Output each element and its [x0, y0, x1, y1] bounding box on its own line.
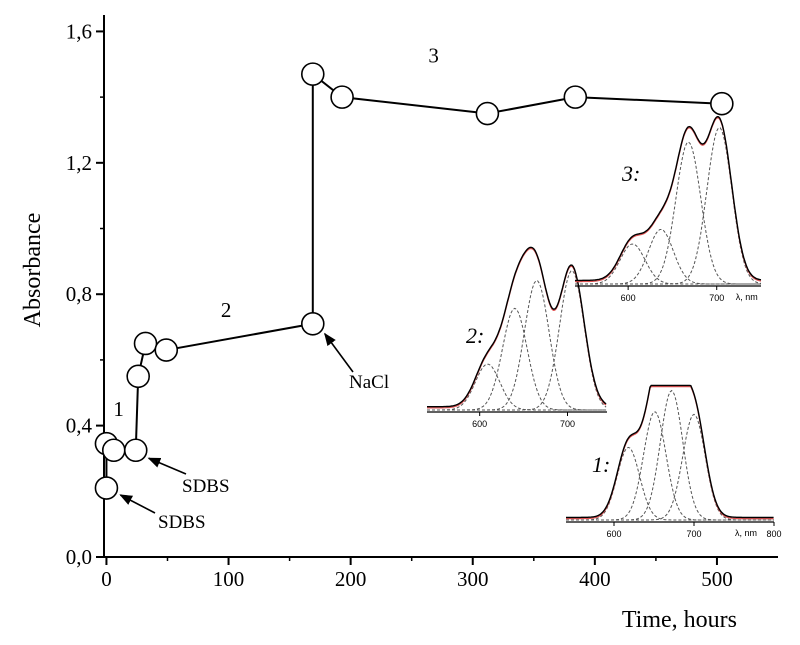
component-peak — [575, 127, 762, 285]
spectrum-curve — [575, 115, 762, 282]
series-line-segment — [312, 73, 722, 115]
fit-curve — [427, 247, 607, 409]
y-tick-label: 1,6 — [66, 19, 92, 43]
y-tick-label: 1,2 — [66, 151, 92, 175]
component-peak — [427, 307, 607, 411]
axes: 0 100 200 300 400 500 0,0 0,4 0,8 1,2 1,6 — [66, 15, 778, 591]
component-peak — [575, 229, 761, 285]
component-peak — [575, 141, 761, 285]
series-line-segment — [134, 343, 147, 451]
component-peak — [575, 243, 761, 285]
component-peak — [427, 280, 607, 411]
inset-unit-label: λ, nm — [736, 292, 758, 302]
component-peak — [566, 413, 774, 521]
data-point — [475, 101, 500, 126]
x-tick-label: 500 — [701, 567, 733, 591]
annotation-label: NaCl — [349, 372, 389, 393]
annotation-arrow — [324, 332, 354, 373]
spectrum-insets: 600 700 800 λ, nm 1: 600 700 2: 600 700 λ, nm 3: — [427, 115, 782, 539]
segment-label: 2 — [221, 298, 232, 322]
inset-tick-label: 700 — [686, 529, 701, 539]
y-tick-label: 0,4 — [66, 414, 93, 438]
data-point — [300, 311, 325, 336]
data-point — [154, 338, 179, 362]
data-point — [300, 62, 325, 86]
inset-tick-label: 600 — [606, 529, 621, 539]
annotation-arrow — [119, 494, 156, 514]
data-point — [126, 364, 150, 389]
y-tick-label: 0,0 — [66, 545, 92, 569]
data-point — [101, 438, 126, 463]
annotation-label: SDBS — [182, 476, 230, 497]
inset-label: 1: — [592, 452, 610, 477]
fit-curve — [566, 386, 774, 520]
data-point — [330, 85, 354, 109]
segment-label: 3 — [428, 44, 439, 68]
inset-tick-label: 600 — [621, 293, 636, 303]
spectrum-inset: 600 700 800 λ, nm 1: — [566, 384, 782, 539]
data-point — [94, 476, 119, 500]
spectrum-curve — [427, 246, 607, 408]
segment-label: 1 — [113, 397, 124, 421]
inset-tick-label: 600 — [472, 419, 487, 429]
x-tick-label: 0 — [101, 567, 112, 591]
x-tick-label: 400 — [579, 567, 611, 591]
x-axis-title: Time, hours — [622, 607, 737, 633]
annotation-label: SDBS — [158, 512, 206, 533]
inset-unit-label: λ, nm — [735, 528, 757, 538]
data-markers — [94, 62, 734, 500]
spectrum-inset: 600 700 2: — [427, 246, 607, 429]
inset-tick-label: 700 — [709, 293, 724, 303]
inset-tick-label: 800 — [766, 529, 781, 539]
annotations: SDBS SDBS NaCl — [119, 332, 389, 533]
x-tick-label: 100 — [213, 567, 245, 591]
series-line-segment — [166, 322, 313, 352]
inset-label: 2: — [466, 323, 484, 348]
x-tick-label: 200 — [335, 567, 367, 591]
component-peak — [427, 363, 607, 411]
spectrum-curve — [566, 384, 774, 519]
y-axis-title: Absorbance — [20, 213, 46, 328]
spectrum-inset: 600 700 λ, nm 3: — [575, 115, 762, 303]
data-point — [133, 331, 158, 356]
data-point — [710, 91, 734, 116]
series-lines: 1 2 3 — [105, 44, 722, 489]
inset-tick-label: 700 — [560, 419, 575, 429]
y-tick-label: 0,8 — [66, 282, 92, 306]
inset-label: 3: — [621, 161, 640, 186]
annotation-arrow — [147, 457, 187, 475]
data-point — [123, 438, 148, 463]
x-tick-label: 300 — [457, 567, 489, 591]
data-point — [563, 85, 588, 109]
